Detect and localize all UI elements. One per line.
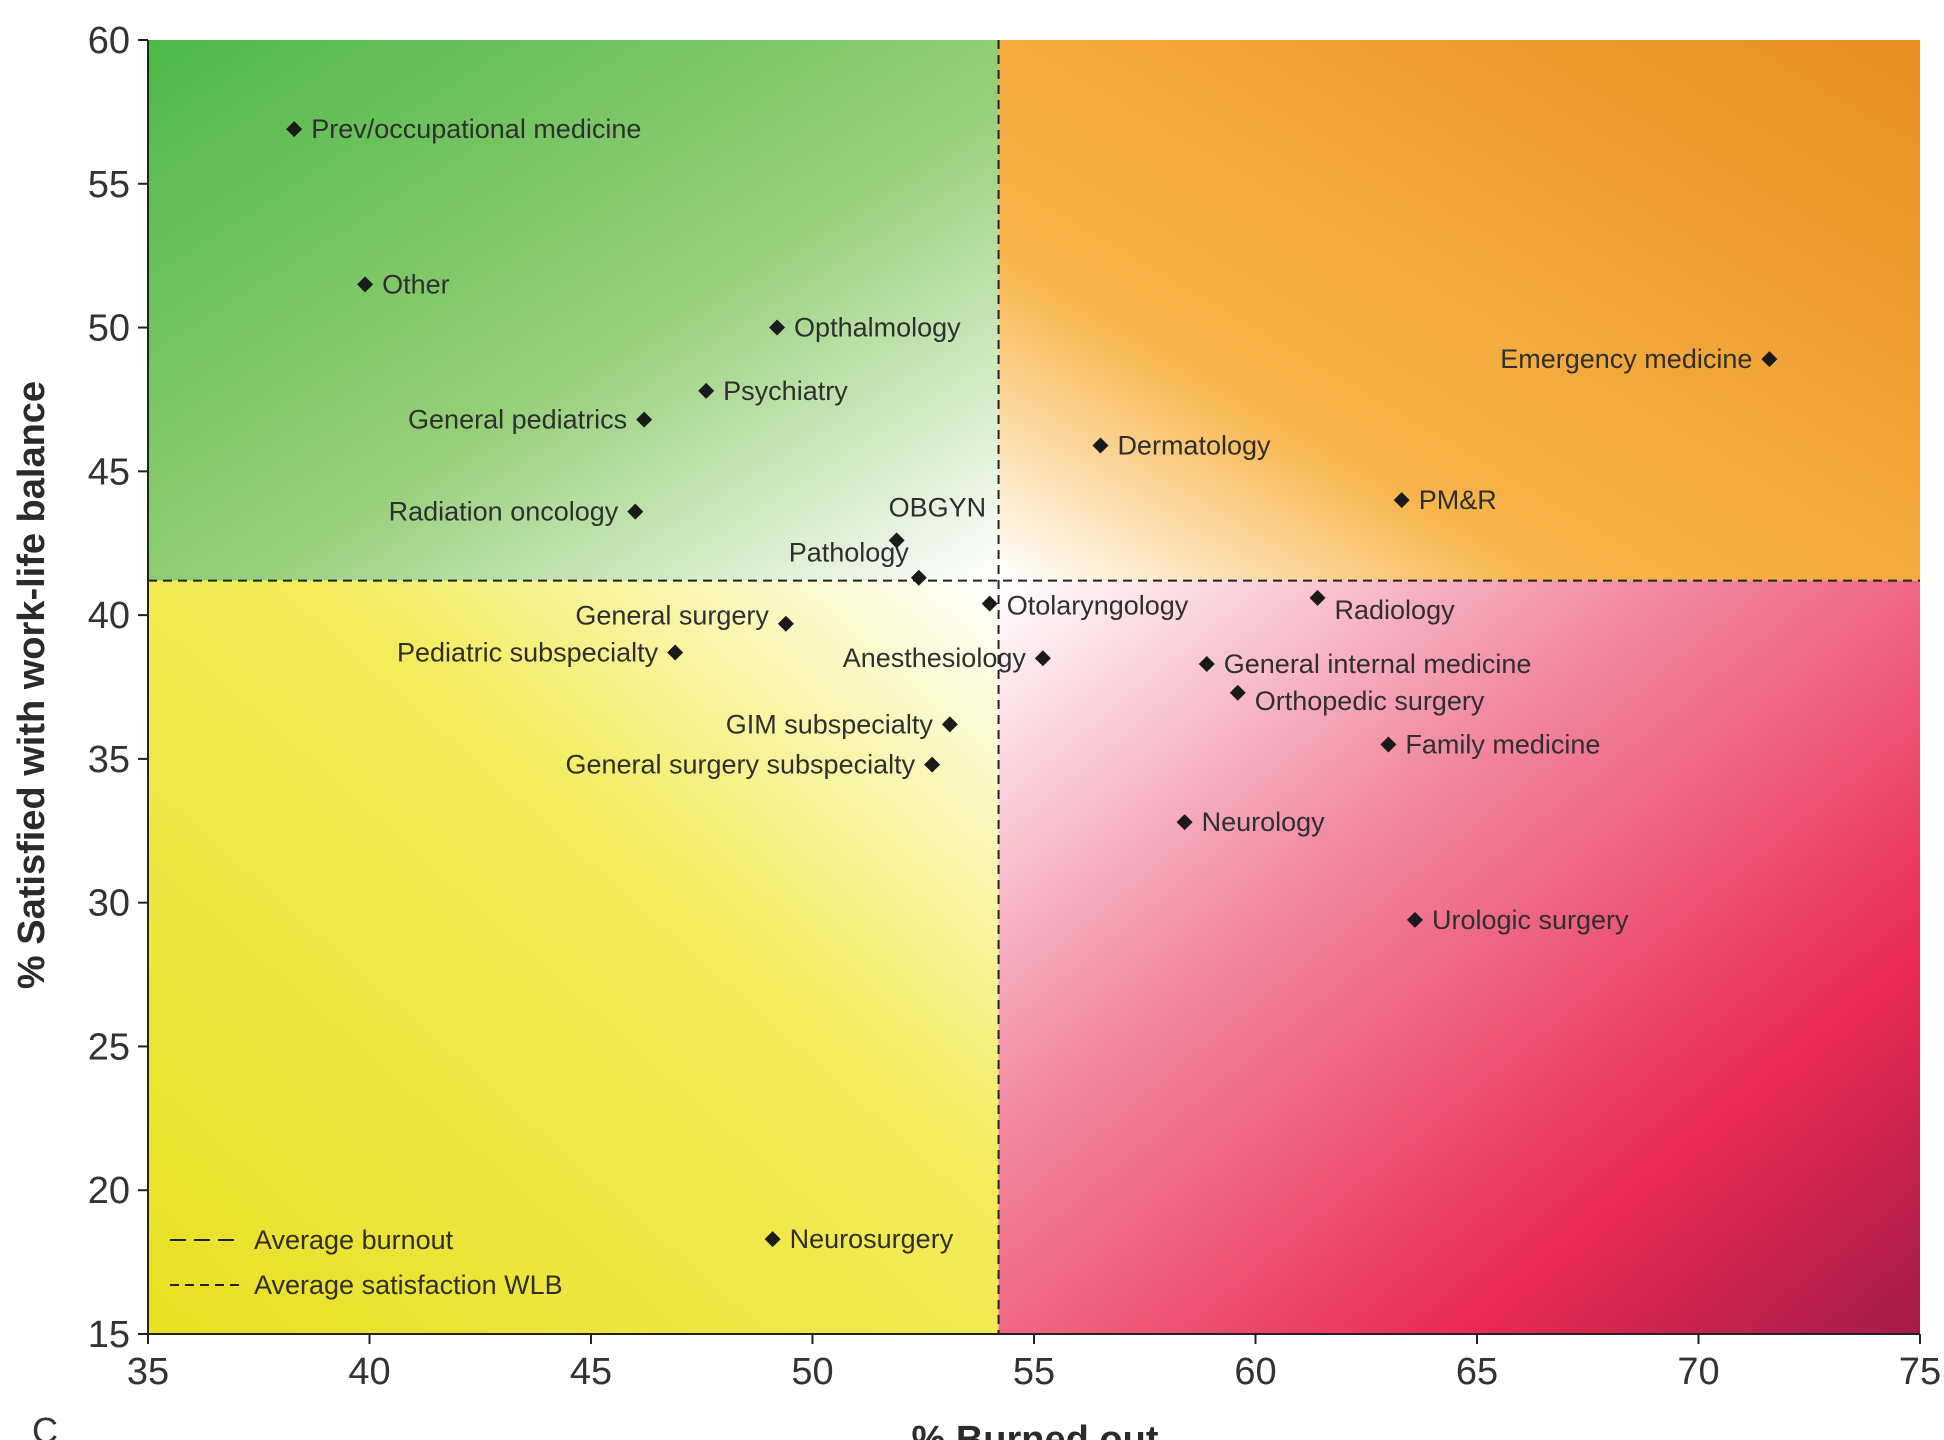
x-tick-label: 45	[570, 1351, 612, 1393]
data-point-label: General surgery	[575, 601, 769, 631]
quadrant-bottom-right	[998, 580, 1920, 1334]
data-point-marker	[286, 121, 303, 138]
data-point-marker	[1761, 351, 1778, 368]
data-point-marker	[1406, 911, 1423, 928]
data-point-marker	[1034, 650, 1051, 667]
data-point-marker	[627, 503, 644, 520]
data-point-label: Family medicine	[1405, 730, 1600, 760]
data-point-marker	[764, 1231, 781, 1248]
x-tick-label: 65	[1456, 1351, 1498, 1393]
data-point-marker	[888, 532, 905, 549]
data-point-marker	[910, 569, 927, 586]
x-tick-label: 60	[1234, 1351, 1276, 1393]
data-point-label: Pathology	[789, 538, 910, 568]
x-tick-label: 35	[127, 1351, 169, 1393]
y-tick-label: 35	[88, 739, 130, 781]
data-point-label: Orthopedic surgery	[1255, 686, 1485, 716]
data-point-marker	[1092, 437, 1109, 454]
legend: Average burnout Average satisfaction WLB	[170, 1225, 563, 1300]
data-point-label: Otolaryngology	[1007, 591, 1189, 621]
panel-letter: C	[32, 1410, 58, 1440]
quadrant-top-right	[998, 40, 1920, 581]
data-point-label: Radiology	[1335, 595, 1456, 625]
y-tick-label: 15	[88, 1314, 130, 1356]
data-point-label: General surgery subspecialty	[565, 750, 915, 780]
data-point-label: Anesthesiology	[843, 643, 1027, 673]
legend-label-satisfaction: Average satisfaction WLB	[254, 1270, 563, 1300]
legend-label-burnout: Average burnout	[254, 1225, 454, 1255]
x-tick-label: 40	[348, 1351, 390, 1393]
axes: 15 20 25 30 35 40 45 50 55 60 35 40 45 50 55 60 65 70 75	[88, 20, 1941, 1393]
data-point-marker	[1229, 684, 1246, 701]
average-lines	[148, 40, 1920, 1334]
y-tick-label: 45	[88, 451, 130, 493]
data-point-marker	[1393, 492, 1410, 509]
data-point-label: Emergency medicine	[1500, 344, 1752, 374]
data-point-marker	[1176, 814, 1193, 831]
y-tick-label: 55	[88, 164, 130, 206]
data-point-marker	[924, 756, 941, 773]
data-point-label: Dermatology	[1117, 430, 1271, 460]
data-point-label: Urologic surgery	[1432, 905, 1629, 935]
data-point-label: Opthalmology	[794, 313, 961, 343]
quadrant-backgrounds	[148, 40, 1920, 1334]
data-point-marker	[357, 276, 374, 293]
x-tick-label: 70	[1677, 1351, 1719, 1393]
data-point-label: Neurosurgery	[790, 1224, 954, 1254]
x-axis-title: % Burned out	[912, 1419, 1159, 1440]
data-point-label: OBGYN	[889, 492, 987, 522]
data-point-label: Prev/occupational medicine	[311, 114, 641, 144]
data-point-marker	[777, 615, 794, 632]
data-point-label: GIM subspecialty	[726, 709, 934, 739]
data-point-label: Radiation oncology	[389, 497, 619, 527]
x-tick-label: 55	[1013, 1351, 1055, 1393]
data-point-marker	[667, 644, 684, 661]
y-tick-label: 25	[88, 1026, 130, 1068]
data-point-label: Pediatric subspecialty	[397, 637, 659, 667]
x-tick-label: 75	[1899, 1351, 1941, 1393]
x-tick-label: 50	[791, 1351, 833, 1393]
y-tick-label: 40	[88, 595, 130, 637]
data-point-marker	[981, 595, 998, 612]
data-point-marker	[769, 319, 786, 336]
data-points: Prev/occupational medicine Other Opthalmol…	[286, 114, 1778, 1254]
data-point-marker	[1198, 655, 1215, 672]
data-point-label: General pediatrics	[408, 405, 627, 435]
y-tick-label: 60	[88, 20, 130, 62]
data-point-marker	[1380, 736, 1397, 753]
data-point-label: PM&R	[1419, 485, 1497, 515]
data-point-label: General internal medicine	[1224, 649, 1532, 679]
data-point-marker	[941, 716, 958, 733]
data-point-marker	[698, 382, 715, 399]
data-point-marker	[636, 411, 653, 428]
data-point-label: Psychiatry	[723, 376, 848, 406]
y-tick-label: 30	[88, 883, 130, 925]
data-point-label: Neurology	[1202, 807, 1326, 837]
data-point-label: Other	[382, 269, 450, 299]
data-point-marker	[1309, 589, 1326, 606]
y-axis-title: % Satisfied with work-life balance	[11, 381, 53, 989]
y-tick-label: 50	[88, 308, 130, 350]
quadrant-bottom-left	[148, 580, 999, 1334]
y-tick-label: 20	[88, 1170, 130, 1212]
